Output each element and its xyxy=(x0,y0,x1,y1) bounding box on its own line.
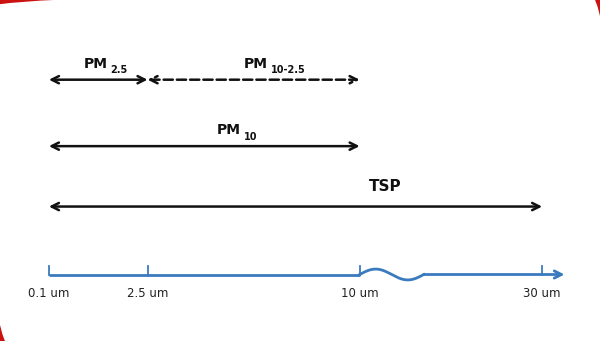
Text: 2.5 um: 2.5 um xyxy=(127,286,168,300)
Text: 10: 10 xyxy=(244,132,257,142)
Text: 30 um: 30 um xyxy=(523,286,561,300)
Text: TSP: TSP xyxy=(369,179,401,194)
Text: PM: PM xyxy=(217,123,241,137)
Text: 10 um: 10 um xyxy=(341,286,379,300)
Text: 2.5: 2.5 xyxy=(110,65,128,75)
Text: 0.1 um: 0.1 um xyxy=(28,286,70,300)
Text: PM: PM xyxy=(83,57,107,71)
Text: PM: PM xyxy=(244,57,268,71)
Text: 10-2.5: 10-2.5 xyxy=(271,65,306,75)
